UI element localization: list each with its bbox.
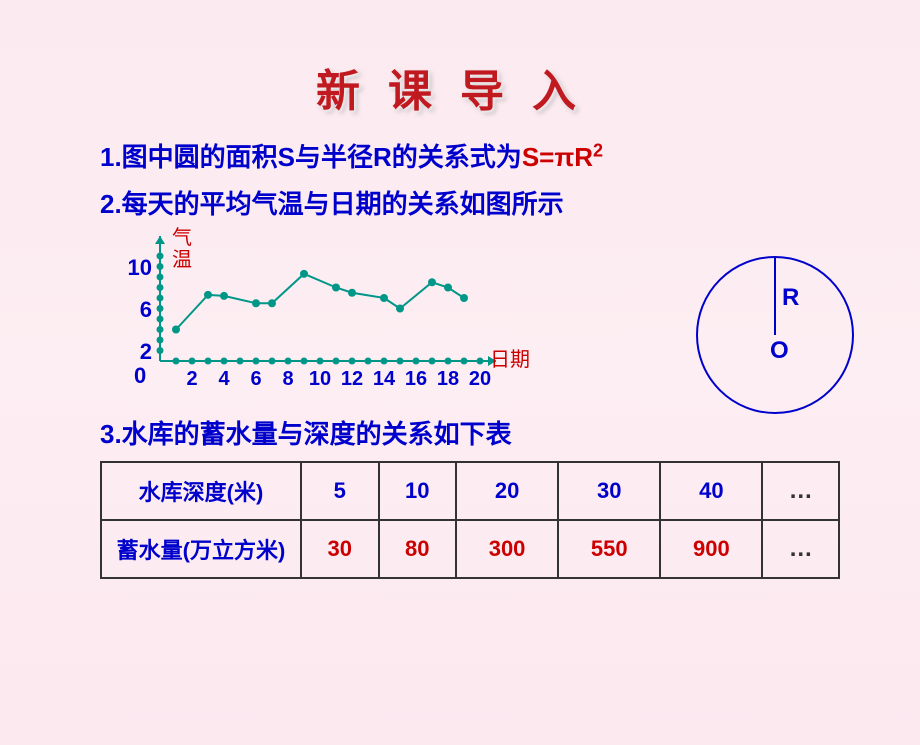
line-1: 1.图中圆的面积S与半径R的关系式为S=πR2 [100,137,850,174]
depth-cell: 40 [660,462,762,520]
x-tick-label: 12 [338,368,366,391]
x-tick-label: 20 [466,368,494,391]
x-tick-label: 16 [402,368,430,391]
y-tick-label: 6 [122,297,152,323]
volume-header: 蓄水量(万立方米) [101,520,301,578]
volume-cell: 80 [379,520,457,578]
ylabel-2: 温 [172,249,192,271]
y-axis-label: 气 温 [172,227,192,271]
volume-cell: 900 [660,520,762,578]
x-tick-label: 4 [210,368,238,391]
temperature-chart: 气 温 日期 0 26102468101214161820 [120,231,560,406]
circle-diagram: R O [670,250,880,420]
x-tick-label: 18 [434,368,462,391]
depth-cell: 20 [456,462,558,520]
line1-formula: S=πR2 [522,142,603,172]
depth-cell: 30 [558,462,660,520]
y-tick-label: 10 [122,255,152,281]
formula-exponent: 2 [593,140,603,160]
circle-svg: R O [670,250,880,420]
depth-cell: 10 [379,462,457,520]
line-2: 2.每天的平均气温与日期的关系如图所示 [100,184,850,221]
depth-cell: 5 [301,462,379,520]
reservoir-table: 水库深度(米) 5 10 20 30 40 … 蓄水量(万立方米) 30 80 … [100,461,840,579]
origin-label: 0 [134,363,146,389]
volume-cell: 300 [456,520,558,578]
table-row: 水库深度(米) 5 10 20 30 40 … [101,462,839,520]
center-label: O [770,337,789,364]
x-tick-label: 10 [306,368,334,391]
volume-cell: 550 [558,520,660,578]
ellipsis-cell: … [762,462,839,520]
x-axis-label: 日期 [490,343,530,372]
x-tick-label: 2 [178,368,206,391]
table-row: 蓄水量(万立方米) 30 80 300 550 900 … [101,520,839,578]
y-tick-label: 2 [122,339,152,365]
x-tick-label: 8 [274,368,302,391]
line1-text: 1.图中圆的面积S与半径R的关系式为 [100,142,522,172]
formula-base: S=πR [522,142,593,172]
ellipsis-cell: … [762,520,839,578]
volume-cell: 30 [301,520,379,578]
ylabel-1: 气 [172,227,192,249]
x-tick-label: 14 [370,368,398,391]
slide-title: 新课导入 [0,55,920,119]
radius-label: R [782,284,799,311]
depth-header: 水库深度(米) [101,462,301,520]
x-tick-label: 6 [242,368,270,391]
